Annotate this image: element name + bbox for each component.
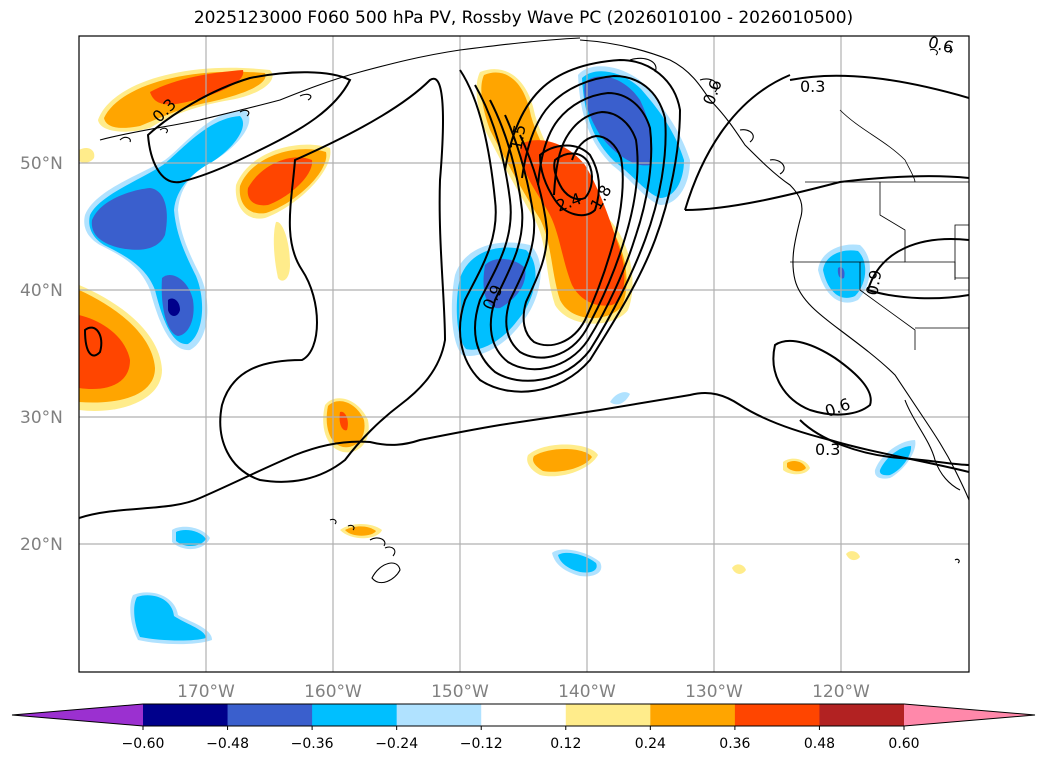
colorbar-segment bbox=[312, 704, 398, 726]
anomaly-blob bbox=[533, 448, 592, 472]
lat-tick-label: 30°N bbox=[20, 408, 63, 428]
colorbar-segment bbox=[819, 704, 905, 726]
colorbar-tick-label: 0.12 bbox=[550, 736, 581, 752]
colorbar-extend-low bbox=[12, 704, 143, 726]
anomaly-blob bbox=[134, 595, 206, 641]
anomaly-blob bbox=[150, 70, 244, 105]
anomaly-blob bbox=[273, 221, 290, 281]
map-frame bbox=[78, 35, 970, 673]
colorbar-segment bbox=[396, 704, 482, 726]
anomaly-blob bbox=[732, 564, 746, 574]
coastlines bbox=[99, 37, 969, 584]
lat-tick-label: 20°N bbox=[20, 535, 63, 555]
colorbar-segment bbox=[481, 704, 567, 726]
contour-label: 0.9 bbox=[862, 268, 885, 296]
lat-tick-label: 40°N bbox=[20, 281, 63, 301]
anomaly-blob bbox=[79, 147, 95, 163]
anomaly-blob bbox=[584, 76, 653, 166]
contour-label: 0.3 bbox=[815, 440, 840, 459]
anomaly-blob bbox=[846, 551, 860, 561]
colorbar-tick-label: 0.60 bbox=[888, 736, 919, 752]
colorbar-tick-label: −0.36 bbox=[291, 736, 334, 752]
lon-tick-label: 130°W bbox=[685, 682, 743, 702]
colorbar-tick-label: −0.60 bbox=[122, 736, 165, 752]
lon-tick-label: 160°W bbox=[304, 682, 362, 702]
lon-tick-label: 150°W bbox=[431, 682, 489, 702]
political-borders bbox=[790, 109, 969, 350]
figure-title: 2025123000 F060 500 hPa PV, Rossby Wave … bbox=[193, 8, 854, 28]
anomaly-blob bbox=[168, 298, 180, 316]
colorbar-tick-label: 0.36 bbox=[719, 736, 750, 752]
lat-tick-label: 50°N bbox=[20, 154, 63, 174]
colorbar-tick-label: 0.24 bbox=[635, 736, 666, 752]
colorbar-segment bbox=[734, 704, 820, 726]
anomaly-blob bbox=[787, 460, 806, 472]
colorbar: −0.60 −0.48 −0.36 −0.24 −0.12 0.12 0.24 0.36 0.4… bbox=[11, 703, 1036, 752]
anomaly-blob bbox=[879, 446, 912, 476]
contour-label: 0.3 bbox=[800, 77, 825, 96]
anomaly-blob bbox=[345, 526, 376, 536]
colorbar-segment bbox=[565, 704, 651, 726]
lon-tick-label: 140°W bbox=[558, 682, 616, 702]
colorbar-segment bbox=[650, 704, 736, 726]
anomaly-blob bbox=[176, 530, 206, 547]
colorbar-tick-label: 0.48 bbox=[804, 736, 835, 752]
anomaly-blob bbox=[610, 392, 630, 405]
lon-tick-label: 120°W bbox=[812, 682, 870, 702]
pv-contours bbox=[79, 58, 969, 519]
anomaly-blob bbox=[247, 157, 313, 206]
colorbar-tick-label: −0.12 bbox=[460, 736, 503, 752]
anomaly-blob bbox=[89, 116, 244, 345]
lon-tick-labels: 170°W 160°W 150°W 140°W 130°W 120°W bbox=[177, 682, 870, 702]
anomaly-blob bbox=[79, 315, 130, 390]
contour-label: 1.5 bbox=[506, 123, 529, 151]
colorbar-extend-high bbox=[904, 704, 1035, 726]
colorbar-tick-label: −0.24 bbox=[375, 736, 418, 752]
anomaly-blob bbox=[91, 188, 167, 250]
colorbar-tick-label: −0.48 bbox=[206, 736, 249, 752]
anomaly-blob bbox=[339, 411, 348, 431]
colorbar-segment bbox=[143, 704, 229, 726]
contour-label: 0.6 bbox=[926, 32, 956, 57]
lon-tick-label: 170°W bbox=[177, 682, 235, 702]
colorbar-segment bbox=[227, 704, 313, 726]
lat-tick-labels: 50°N 40°N 30°N 20°N bbox=[20, 154, 63, 555]
